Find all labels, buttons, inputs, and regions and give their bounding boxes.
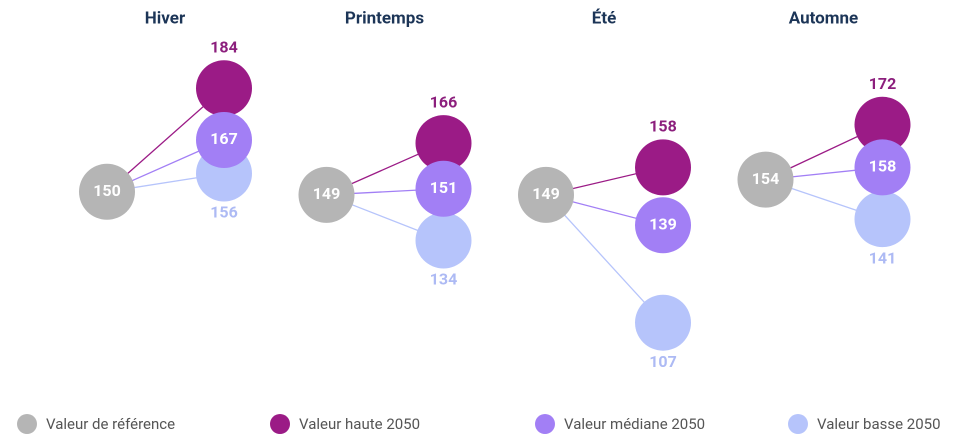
legend-marker xyxy=(788,414,808,434)
dot xyxy=(518,166,574,223)
legend-label: Valeur de référence xyxy=(46,415,175,433)
value-label: 149 xyxy=(532,184,560,203)
dot xyxy=(196,112,252,169)
value-label: 151 xyxy=(430,178,458,197)
legend-label: Valeur médiane 2050 xyxy=(564,415,705,433)
dot xyxy=(635,294,691,351)
legend-marker xyxy=(535,414,555,434)
dot xyxy=(415,115,472,172)
dot xyxy=(854,139,911,196)
panel-title: Automne xyxy=(789,8,858,28)
legend-marker xyxy=(270,414,290,434)
dot xyxy=(635,139,691,196)
value-label: 150 xyxy=(93,181,121,200)
dot xyxy=(854,191,911,248)
dot xyxy=(854,96,911,153)
value-label: 149 xyxy=(313,184,341,203)
panel-title: Printemps xyxy=(345,8,424,28)
value-label: 172 xyxy=(869,74,897,93)
dot xyxy=(415,212,472,269)
value-label: 141 xyxy=(869,248,897,267)
panel-title: Été xyxy=(592,8,617,28)
legend-marker xyxy=(17,414,37,434)
dot xyxy=(79,163,135,220)
value-label: 158 xyxy=(649,117,677,136)
legend-label: Valeur basse 2050 xyxy=(817,415,941,433)
dot xyxy=(196,60,252,117)
value-label: 167 xyxy=(210,129,238,148)
value-label: 154 xyxy=(752,169,780,188)
connector xyxy=(545,194,664,324)
value-label: 156 xyxy=(210,203,238,222)
value-label: 184 xyxy=(210,37,238,56)
value-label: 158 xyxy=(869,157,897,176)
dot xyxy=(298,166,355,223)
panel-title: Hiver xyxy=(145,8,186,28)
legend-label: Valeur haute 2050 xyxy=(299,415,420,433)
value-label: 166 xyxy=(430,92,458,111)
value-label: 139 xyxy=(649,214,677,233)
value-label: 134 xyxy=(430,270,458,289)
dot xyxy=(737,151,794,208)
dot xyxy=(415,160,472,217)
value-label: 107 xyxy=(649,352,677,371)
dot xyxy=(635,197,691,254)
